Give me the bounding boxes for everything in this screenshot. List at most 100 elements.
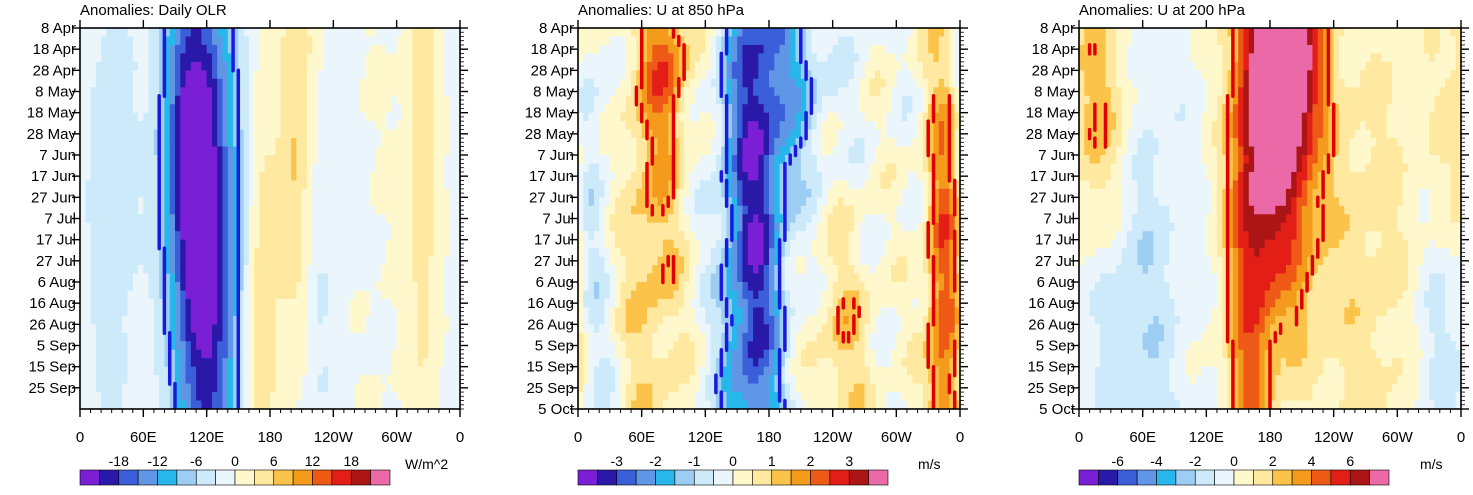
heat-cell xyxy=(196,282,202,292)
heat-cell xyxy=(138,358,144,368)
heat-cell xyxy=(248,315,255,325)
heat-cell xyxy=(328,44,334,54)
heat-cell xyxy=(164,205,171,215)
heat-cell xyxy=(694,104,701,114)
heat-cell xyxy=(259,121,266,131)
heat-cell xyxy=(710,188,717,198)
heat-cell xyxy=(349,298,356,308)
heat-cell xyxy=(583,53,590,63)
heat-cell xyxy=(90,358,97,368)
heat-cell xyxy=(769,171,775,181)
heat-cell xyxy=(646,188,653,198)
heat-cell xyxy=(822,70,828,80)
heat-cell xyxy=(631,188,637,198)
heat-cell xyxy=(333,307,340,317)
heat-cell xyxy=(217,104,224,114)
heat-cell xyxy=(795,53,802,63)
heat-cell xyxy=(122,256,129,266)
heat-cell xyxy=(933,146,940,156)
heat-cell xyxy=(159,53,166,63)
heat-cell xyxy=(343,290,350,300)
heat-cell xyxy=(891,129,897,139)
heat-cell xyxy=(248,239,255,249)
heat-cell xyxy=(837,163,844,173)
heat-cell xyxy=(901,28,908,38)
heat-cell xyxy=(380,298,387,308)
heat-cell xyxy=(769,146,775,156)
heat-cell xyxy=(328,53,334,63)
heat-cell xyxy=(386,44,392,54)
heat-cell xyxy=(386,180,392,190)
heat-cell xyxy=(673,87,680,97)
heat-cell xyxy=(641,163,648,173)
heat-cell xyxy=(264,28,271,38)
heat-cell xyxy=(127,341,134,351)
heat-cell xyxy=(673,188,680,198)
heat-cell xyxy=(438,87,445,97)
heat-cell xyxy=(758,180,765,190)
heat-cell xyxy=(322,28,329,38)
heat-cell xyxy=(280,239,287,249)
heat-cell xyxy=(827,129,834,139)
heat-cell xyxy=(254,248,261,258)
heat-cell xyxy=(380,290,387,300)
heat-cell xyxy=(185,61,192,71)
heat-cell xyxy=(306,383,313,393)
heat-cell xyxy=(127,265,134,275)
heat-cell xyxy=(822,87,828,97)
heat-cell xyxy=(604,112,611,122)
heat-cell xyxy=(641,121,648,131)
heat-cell xyxy=(349,163,356,173)
heat-cell xyxy=(646,180,653,190)
heat-cell xyxy=(132,290,139,300)
heat-cell xyxy=(928,53,935,63)
heat-cell xyxy=(641,61,648,71)
heat-cell xyxy=(615,121,622,131)
heat-cell xyxy=(417,171,424,181)
heat-cell xyxy=(386,121,392,131)
heat-cell xyxy=(753,129,759,139)
heat-cell xyxy=(80,163,86,173)
heat-cell xyxy=(848,163,855,173)
heat-cell xyxy=(370,121,377,131)
heat-cell xyxy=(646,36,653,46)
heat-cell xyxy=(620,171,627,181)
heat-cell xyxy=(95,273,102,283)
heat-cell xyxy=(423,324,429,334)
heat-cell xyxy=(127,315,134,325)
heat-cell xyxy=(396,282,403,292)
heat-cell xyxy=(211,138,218,148)
heat-cell xyxy=(625,95,632,105)
heat-cell xyxy=(275,28,282,38)
heat-cell xyxy=(101,188,107,198)
heat-cell xyxy=(164,282,171,292)
heat-cell xyxy=(354,197,361,207)
heat-cell xyxy=(122,214,129,224)
heat-cell xyxy=(217,282,224,292)
heat-cell xyxy=(715,87,722,97)
heat-cell xyxy=(280,70,287,80)
heat-cell xyxy=(264,375,271,385)
heat-cell xyxy=(433,214,440,224)
heat-cell xyxy=(880,112,887,122)
heat-cell xyxy=(285,375,292,385)
heat-cell xyxy=(85,392,92,402)
heat-cell xyxy=(428,324,435,334)
heat-cell xyxy=(80,298,86,308)
heat-cell xyxy=(201,239,208,249)
heat-cell xyxy=(296,44,303,54)
heat-cell xyxy=(338,44,345,54)
heat-cell xyxy=(407,44,414,54)
heat-cell xyxy=(646,155,653,165)
heat-cell xyxy=(259,61,266,71)
heat-cell xyxy=(122,163,129,173)
heat-cell xyxy=(153,197,160,207)
heat-cell xyxy=(625,155,632,165)
heat-cell xyxy=(217,78,224,88)
heat-cell xyxy=(668,44,675,54)
heat-cell xyxy=(375,366,382,376)
heat-cell xyxy=(917,87,924,97)
heat-cell xyxy=(275,129,282,139)
heat-cell xyxy=(201,315,208,325)
heat-cell xyxy=(599,197,606,207)
